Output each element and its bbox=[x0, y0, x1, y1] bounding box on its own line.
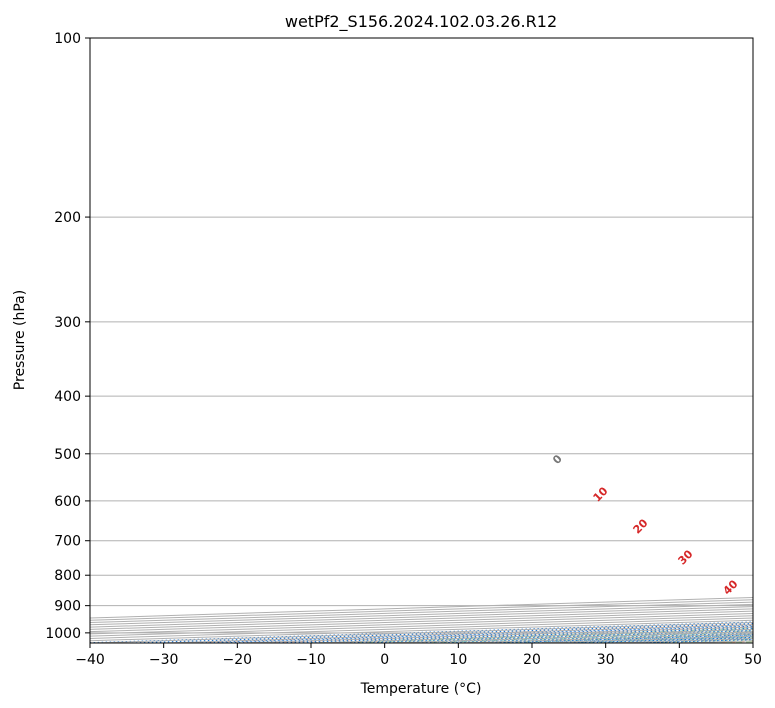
moist-adiabat-label: 10 bbox=[591, 484, 611, 504]
line-labels: 0.10.20.40.611.52346810131620253036-100-… bbox=[550, 452, 741, 598]
moist-adiabat bbox=[550, 636, 753, 643]
isotherm bbox=[368, 631, 753, 643]
moist-adiabat bbox=[697, 641, 753, 643]
moist-adiabat-label: 20 bbox=[631, 516, 651, 536]
grid-lines bbox=[90, 25, 775, 646]
isotherm bbox=[90, 599, 753, 621]
x-tick-label: −10 bbox=[296, 652, 326, 668]
x-axis-ticks: −40 −30 −20 −10 0 10 20 30 40 50 bbox=[75, 643, 762, 668]
isotherm bbox=[90, 597, 753, 619]
y-tick-label: 100 bbox=[54, 31, 81, 47]
x-tick-label: 50 bbox=[744, 652, 762, 668]
isotherm bbox=[90, 617, 753, 639]
isotherm bbox=[90, 612, 753, 635]
background-lines bbox=[90, 38, 775, 646]
isotherm bbox=[515, 635, 753, 643]
y-tick-label: 800 bbox=[54, 568, 81, 584]
x-tick-label: 10 bbox=[449, 652, 467, 668]
x-tick-label: 40 bbox=[670, 652, 688, 668]
isotherm bbox=[90, 622, 753, 643]
dry-adiabat bbox=[392, 631, 753, 643]
moist-adiabat-label: 30 bbox=[676, 547, 696, 567]
x-axis-label: Temperature (°C) bbox=[360, 681, 482, 697]
y-tick-label: 900 bbox=[54, 599, 81, 615]
moist-adiabat bbox=[513, 635, 753, 643]
moist-adiabat-label: 40 bbox=[721, 577, 741, 597]
y-tick-label: 300 bbox=[54, 315, 81, 331]
isotherm bbox=[442, 633, 753, 643]
isotherm bbox=[90, 615, 753, 637]
moist-adiabat bbox=[587, 637, 753, 643]
moist-adiabat bbox=[290, 627, 753, 643]
dry-adiabat bbox=[541, 635, 753, 643]
dry-adiabat bbox=[706, 38, 775, 646]
isotherm bbox=[589, 637, 753, 643]
y-tick-label: 400 bbox=[54, 389, 81, 405]
dry-adiabat bbox=[616, 638, 753, 643]
isotherm bbox=[90, 606, 753, 628]
x-tick-label: 0 bbox=[380, 652, 389, 668]
moist-adiabat bbox=[439, 632, 753, 643]
chart-title: wetPf2_S156.2024.102.03.26.R12 bbox=[285, 12, 557, 32]
moist-adiabat bbox=[476, 634, 753, 643]
dry-adiabat bbox=[317, 628, 753, 643]
moist-adiabat bbox=[402, 631, 753, 643]
plot-frame bbox=[89, 37, 754, 644]
y-axis-ticks: 100 200 300 400 500 600 700 800 900 1000 bbox=[45, 31, 90, 642]
moist-adiabat bbox=[365, 630, 753, 643]
y-axis-label: Pressure (hPa) bbox=[12, 290, 28, 390]
moist-adiabat bbox=[327, 629, 753, 643]
isotherm bbox=[90, 619, 753, 642]
y-tick-label: 700 bbox=[54, 534, 81, 550]
isotherm bbox=[747, 25, 775, 646]
x-tick-label: −40 bbox=[75, 652, 105, 668]
y-tick-label: 500 bbox=[54, 447, 81, 463]
dry-adiabat bbox=[168, 623, 753, 643]
isotherm bbox=[90, 601, 753, 624]
mixing-ratio-line bbox=[416, 632, 753, 643]
isotherm bbox=[147, 624, 753, 643]
x-tick-label: 20 bbox=[523, 652, 541, 668]
isotherm bbox=[90, 603, 753, 626]
isotherm bbox=[90, 608, 753, 630]
y-tick-label: 600 bbox=[54, 494, 81, 510]
isotherm bbox=[90, 610, 753, 633]
y-tick-label: 1000 bbox=[45, 626, 81, 642]
x-tick-label: 30 bbox=[597, 652, 615, 668]
x-tick-label: −30 bbox=[149, 652, 179, 668]
isotherm bbox=[294, 628, 753, 643]
dry-adiabat bbox=[466, 633, 753, 643]
moist-adiabat bbox=[624, 638, 753, 643]
y-tick-label: 200 bbox=[54, 210, 81, 226]
x-tick-label: −20 bbox=[223, 652, 253, 668]
